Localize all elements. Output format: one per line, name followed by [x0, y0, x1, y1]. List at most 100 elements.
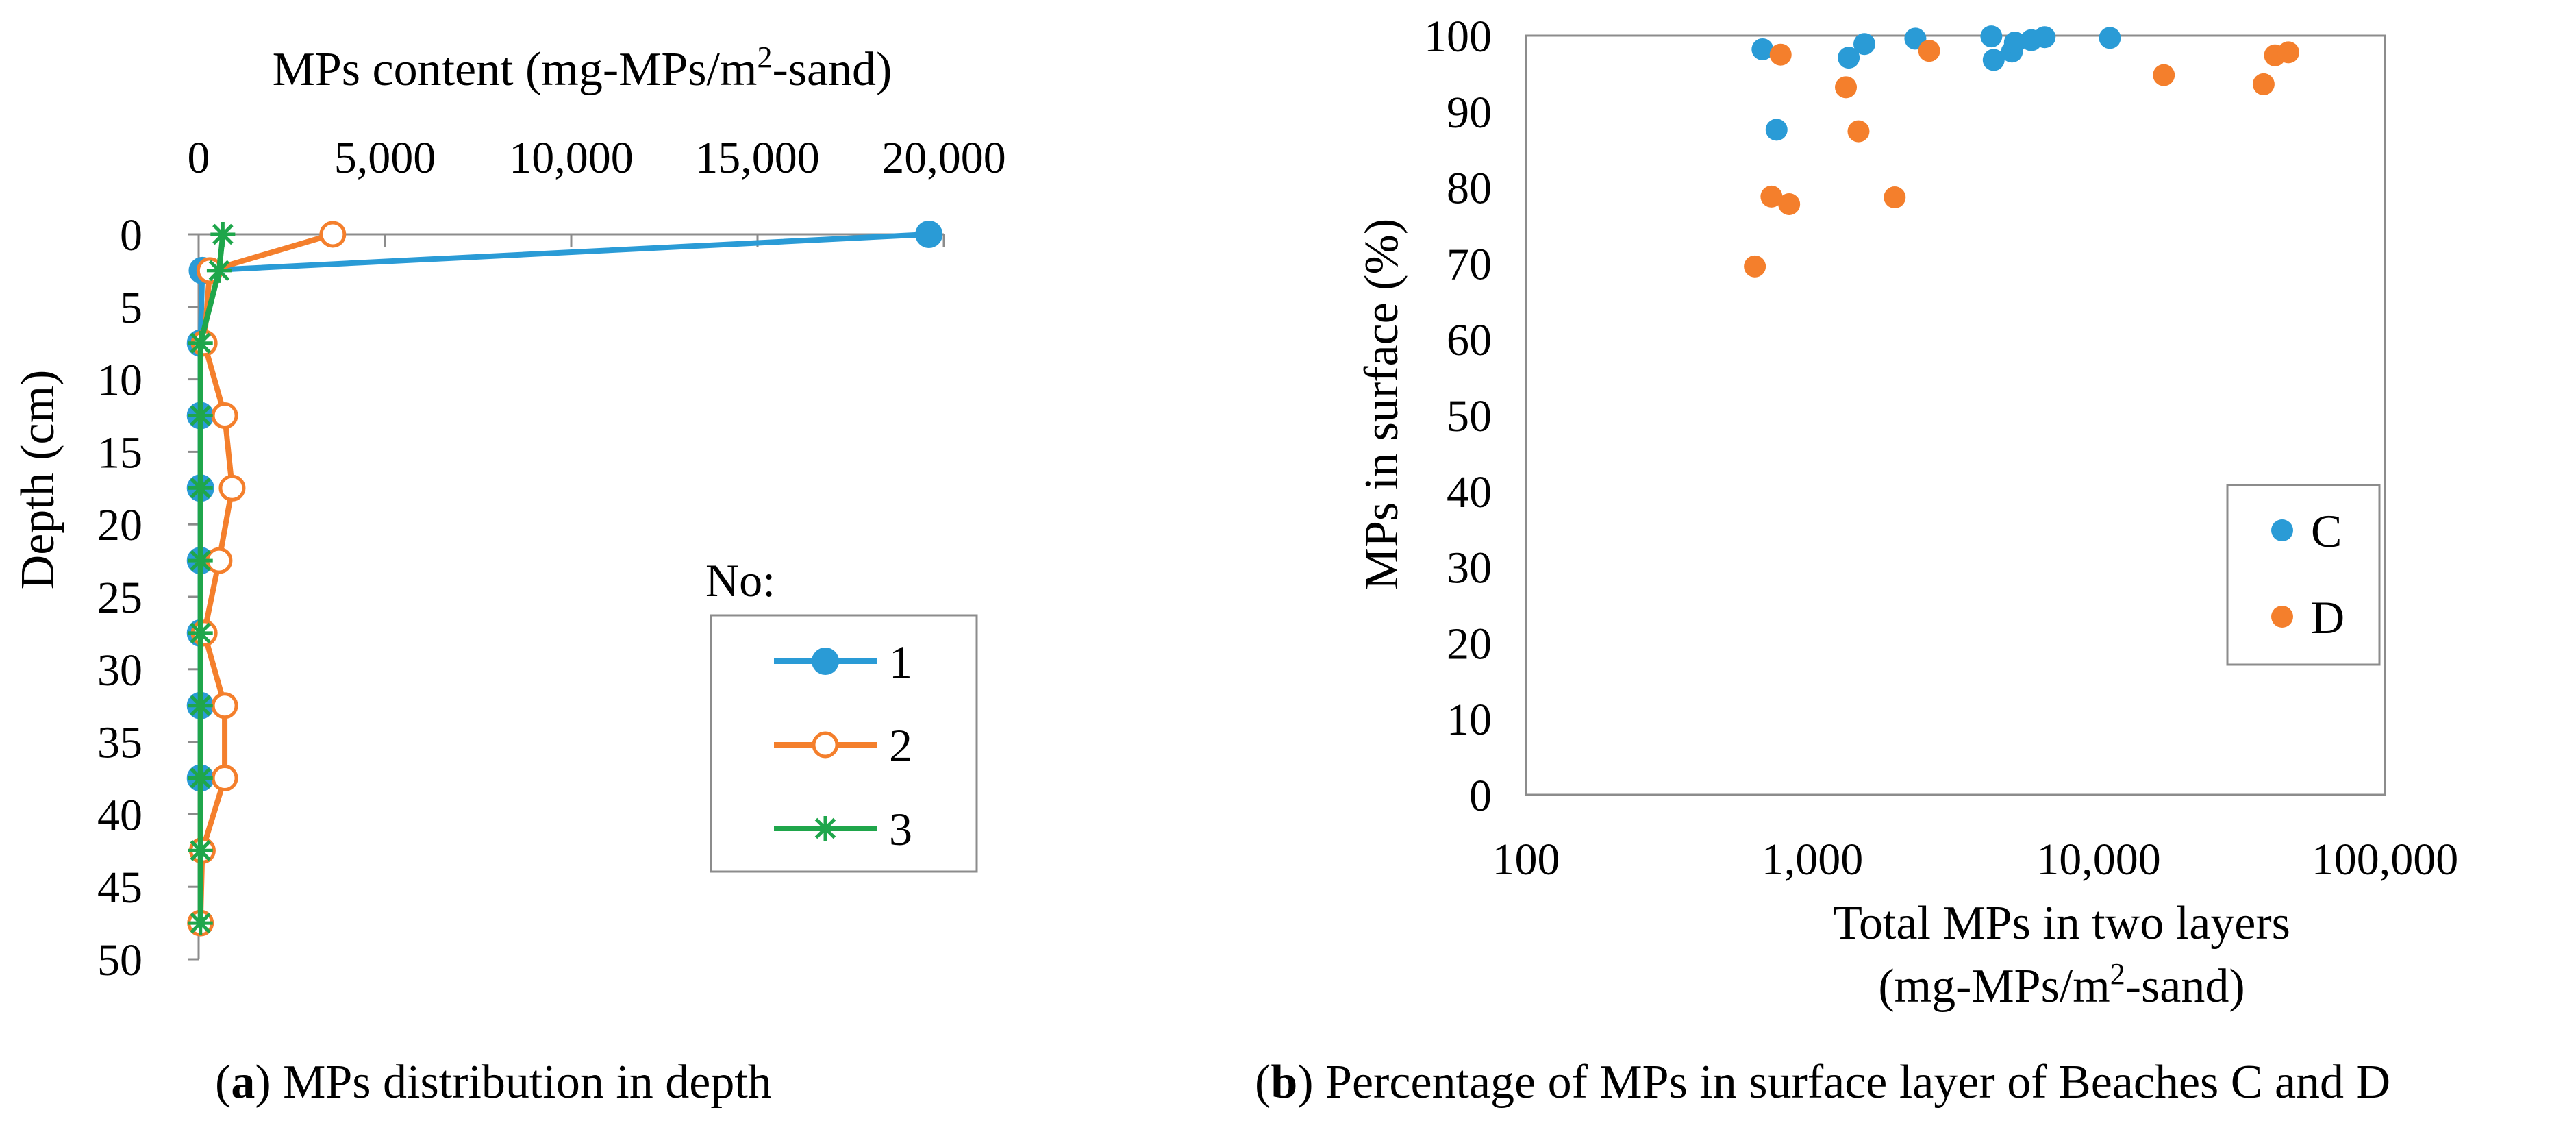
legend-item-1: 1 — [774, 636, 912, 688]
y-tick-label: 80 — [1447, 164, 1492, 214]
series-3-point — [188, 620, 213, 645]
y-tick-label: 70 — [1447, 239, 1492, 289]
y-tick-label: 30 — [1447, 543, 1492, 593]
legend-label: 2 — [889, 719, 912, 772]
series-3-point — [206, 258, 232, 283]
panel-b-legend: CD — [2226, 484, 2381, 666]
panel-a-y-axis-title: Depth (cm) — [12, 370, 64, 590]
panel-b-x-axis-title-line2: (mg-MPs/m2-sand) — [1878, 957, 2244, 1013]
point-C — [1853, 33, 1876, 56]
panel-a-y-ticks: 0 5 10 15 20 25 30 35 40 45 50 — [97, 210, 142, 985]
legend-title: No: — [705, 554, 775, 606]
legend-label: D — [2311, 591, 2344, 643]
x-tick-label: 10,000 — [2036, 835, 2161, 885]
legend-swatch-marker — [812, 731, 839, 759]
y-tick-label: 25 — [97, 573, 142, 623]
panel-b-scatter-chart: 100 1,000 10,000 100,000 0 10 20 30 40 50 60 70 80 9… — [1255, 12, 2458, 1109]
y-tick-label: 50 — [1447, 391, 1492, 441]
panel-a-caption: (a) MPs distribution in depth — [215, 1056, 772, 1109]
series-3-point — [188, 765, 213, 791]
y-tick-label: 15 — [97, 428, 142, 478]
point-D — [1744, 255, 1766, 278]
series-2-point — [211, 402, 238, 429]
x-tick-label: 10,000 — [509, 133, 634, 183]
y-tick-label: 35 — [97, 718, 142, 768]
legend-swatch-marker — [813, 816, 838, 841]
series-1-point — [915, 221, 943, 248]
x-tick-label: 100,000 — [2312, 835, 2459, 885]
series-3-point — [188, 838, 213, 863]
panel-a-x-axis-title: MPs content (mg-MPs/m2-sand) — [273, 40, 892, 96]
legend-item-D: D — [2271, 591, 2344, 643]
point-C — [1982, 49, 2005, 71]
y-tick-label: 10 — [97, 356, 142, 406]
point-D — [2153, 64, 2175, 86]
x-tick-label: 100 — [1492, 835, 1560, 885]
x-tick-label: 5,000 — [334, 133, 436, 183]
legend-item-C: C — [2271, 505, 2342, 557]
point-D — [2277, 41, 2300, 64]
point-D — [1918, 40, 1940, 62]
point-C — [2099, 27, 2121, 49]
series-3-point — [188, 548, 213, 574]
y-tick-label: 60 — [1447, 315, 1492, 365]
x-tick-label: 15,000 — [695, 133, 820, 183]
y-tick-label: 5 — [120, 283, 142, 333]
point-D — [1778, 193, 1801, 215]
panel-a-legend: No: 1 2 3 — [705, 554, 978, 873]
series-D — [1744, 40, 2300, 278]
series-3-point — [188, 911, 213, 936]
point-D — [1847, 120, 1870, 143]
point-C — [2003, 31, 2026, 53]
point-C — [1980, 25, 2003, 48]
point-C — [1765, 119, 1788, 141]
panel-b-x-ticks: 100 1,000 10,000 100,000 — [1492, 835, 2459, 885]
legend-items: CD — [2271, 505, 2344, 643]
series-3 — [188, 222, 236, 936]
y-tick-label: 20 — [1447, 619, 1492, 669]
panel-b-points — [1744, 25, 2300, 278]
legend-items: 1 2 3 — [774, 636, 912, 855]
legend-box — [2226, 484, 2381, 666]
series-2-point — [218, 474, 246, 502]
x-tick-label: 0 — [188, 133, 210, 183]
y-tick-label: 0 — [1469, 771, 1492, 821]
series-2-point — [211, 765, 238, 791]
panel-b-x-axis-title-line1: Total MPs in two layers — [1833, 897, 2290, 950]
plot-frame — [1525, 34, 2386, 796]
series-3-point — [210, 222, 236, 247]
legend-label: 3 — [889, 803, 912, 855]
legend-label: C — [2311, 505, 2342, 557]
legend-item-2: 2 — [774, 719, 912, 772]
y-tick-label: 40 — [97, 790, 142, 840]
point-C — [1838, 47, 1860, 69]
panel-a-series — [186, 221, 943, 937]
point-D — [2252, 73, 2275, 95]
series-C — [1751, 25, 2121, 141]
series-3-point — [188, 330, 213, 356]
legend-label: 1 — [889, 636, 912, 688]
panel-b-y-axis-title: MPs in surface (%) — [1355, 219, 1408, 590]
point-D — [1760, 185, 1783, 208]
x-tick-label: 20,000 — [881, 133, 1006, 183]
y-tick-label: 10 — [1447, 695, 1492, 745]
panel-b-plot-area — [1525, 34, 2386, 796]
panel-b-y-ticks: 0 10 20 30 40 50 60 70 80 90 100 — [1424, 12, 1492, 821]
series-2-point — [319, 221, 347, 248]
panel-a-x-ticks: 0 5,000 10,000 15,000 20,000 — [188, 133, 1006, 183]
series-2-line — [197, 232, 334, 924]
legend-swatch — [2271, 606, 2293, 628]
legend-swatch-marker — [812, 648, 839, 675]
y-tick-label: 50 — [97, 935, 142, 985]
y-tick-label: 90 — [1447, 88, 1492, 138]
legend-item-3: 3 — [774, 803, 912, 855]
series-3-point — [188, 476, 213, 501]
point-D — [1769, 43, 1792, 66]
point-D — [1835, 76, 1858, 99]
y-tick-label: 40 — [1447, 467, 1492, 517]
point-C — [1751, 38, 1774, 60]
series-2 — [187, 221, 347, 937]
series-3-point — [188, 403, 213, 428]
panel-b-caption: (b) Percentage of MPs in surface layer o… — [1255, 1056, 2390, 1109]
